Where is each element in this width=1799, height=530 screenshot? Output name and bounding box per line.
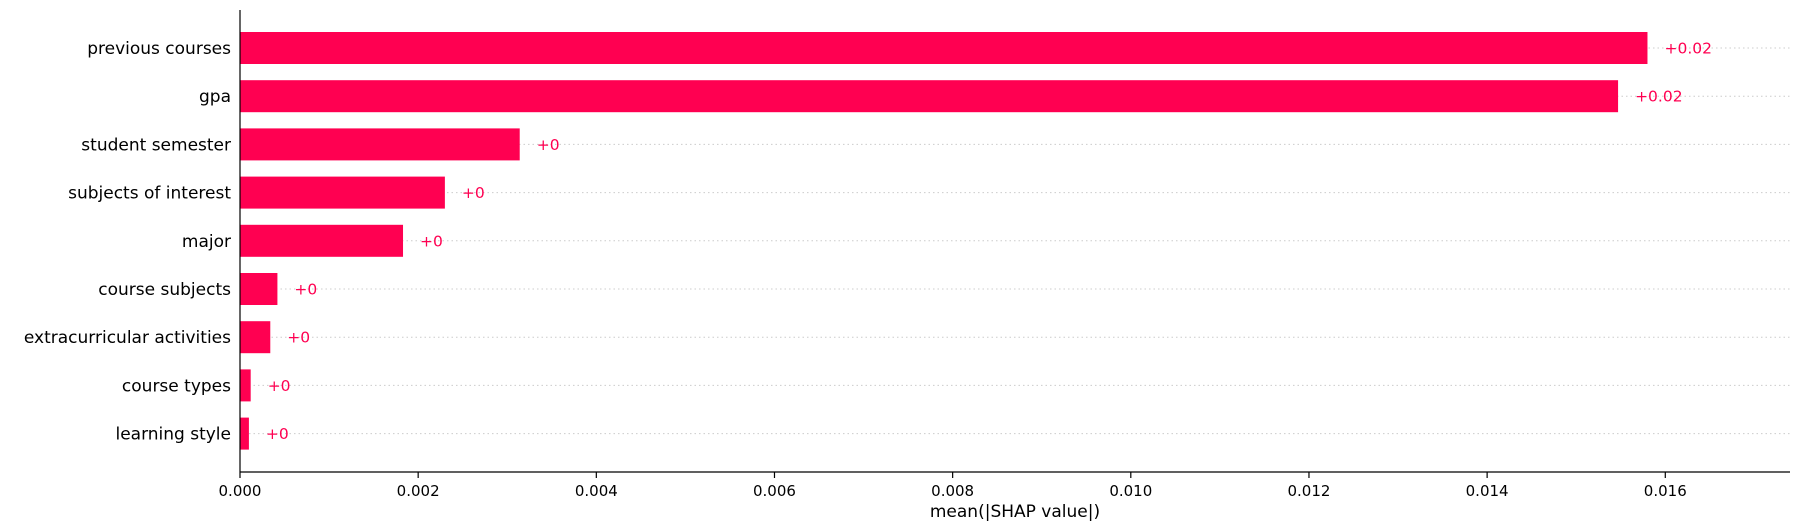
bar-value-label: +0: [268, 377, 291, 395]
x-axis-label: mean(|SHAP value|): [930, 502, 1100, 522]
bar: [240, 80, 1619, 113]
bar: [240, 417, 249, 450]
bar-value-label: +0: [294, 281, 317, 299]
bar: [240, 273, 278, 305]
category-labels: previous courses gpa student semester subje…: [24, 39, 231, 445]
x-tick-label: 0.006: [753, 482, 796, 500]
category-label: course subjects: [98, 280, 231, 300]
bar-value-label: +0: [287, 329, 310, 347]
bar-value-label: +0.02: [1635, 88, 1683, 106]
value-labels: +0.02 +0.02 +0 +0 +0 +0 +0 +0 +0: [266, 40, 1712, 444]
x-tick-label: 0.008: [931, 482, 974, 500]
bar: [240, 321, 271, 354]
x-ticks: 0.000 0.002 0.004 0.006 0.008 0.010 0.012 0.014…: [219, 472, 1687, 500]
bar: [240, 369, 251, 402]
x-tick-label: 0.016: [1644, 482, 1687, 500]
x-tick-label: 0.012: [1287, 482, 1330, 500]
category-label: extracurricular activities: [24, 328, 231, 348]
category-label: major: [182, 232, 231, 252]
bar-value-label: +0: [537, 136, 560, 154]
category-label: gpa: [199, 87, 231, 107]
x-tick-label: 0.014: [1466, 482, 1509, 500]
category-label: student semester: [81, 135, 231, 155]
x-tick-label: 0.010: [1109, 482, 1152, 500]
bar: [240, 32, 1648, 64]
x-tick-label: 0.002: [397, 482, 440, 500]
x-tick-label: 0.000: [219, 482, 262, 500]
category-label: previous courses: [87, 39, 231, 59]
bar-value-label: +0: [266, 425, 289, 443]
bar-value-label: +0: [462, 184, 485, 202]
category-label: learning style: [115, 425, 231, 445]
bars: [240, 32, 1648, 450]
bar-value-label: +0.02: [1664, 40, 1712, 58]
bar: [240, 224, 404, 257]
bar: [240, 128, 520, 161]
bar-value-label: +0: [420, 232, 443, 250]
bar: [240, 176, 445, 209]
category-label: subjects of interest: [68, 184, 231, 204]
category-label: course types: [122, 376, 231, 396]
x-tick-label: 0.004: [575, 482, 618, 500]
